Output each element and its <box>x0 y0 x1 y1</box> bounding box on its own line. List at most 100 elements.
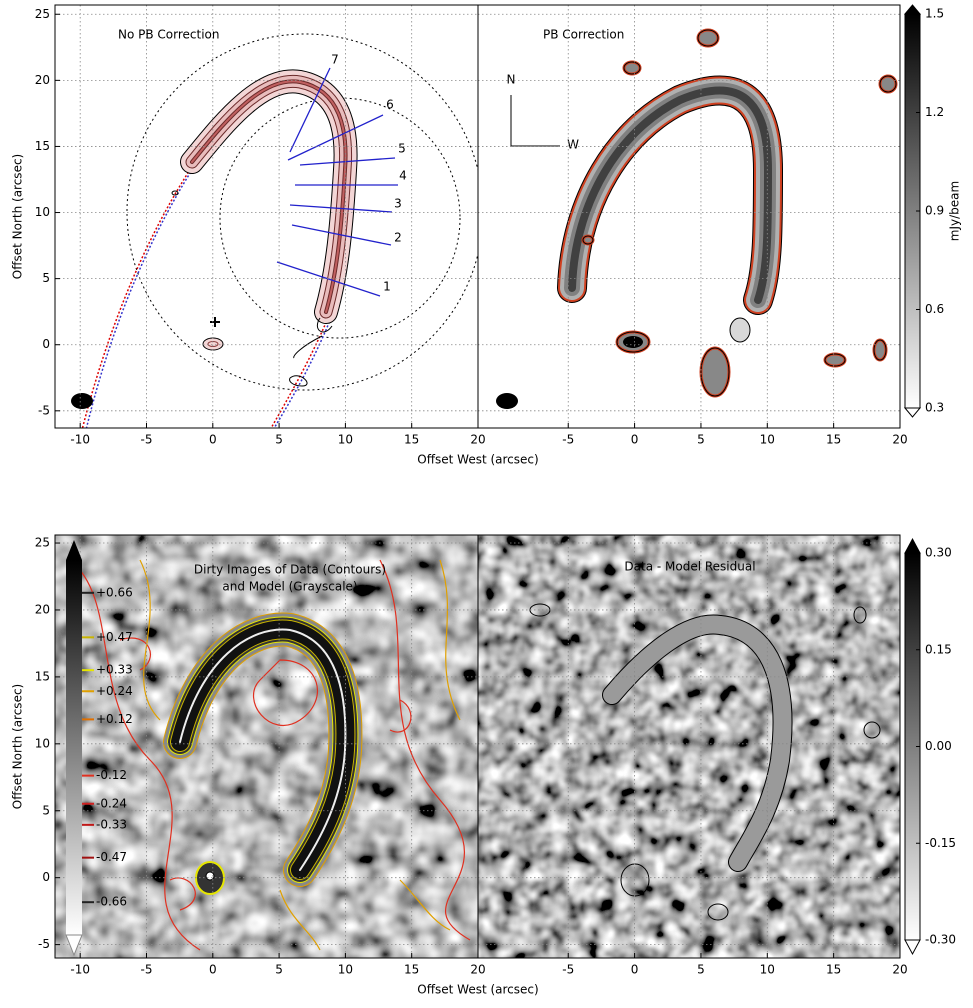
y-tick-label: 15 <box>35 669 50 683</box>
contour <box>623 336 643 348</box>
contour-level-label: +0.12 <box>96 712 133 726</box>
x-tick-label: 5 <box>275 963 283 977</box>
contour-level-label: -0.47 <box>96 850 127 864</box>
x-tick-label: 10 <box>338 433 353 447</box>
contour <box>289 317 333 387</box>
compass <box>510 95 560 147</box>
x-tick-label: 10 <box>760 963 775 977</box>
x-tick-label: 15 <box>404 963 419 977</box>
contour <box>863 721 881 739</box>
slit-label: 2 <box>394 231 402 245</box>
x-tick-label: 15 <box>404 433 419 447</box>
y-tick-label: 10 <box>35 736 50 750</box>
slit <box>287 114 384 161</box>
contour <box>568 86 773 304</box>
slit-label: 5 <box>398 142 406 156</box>
beam <box>496 393 518 409</box>
colorbar-extend <box>903 407 922 418</box>
colorbar-tick-label: 0.9 <box>925 204 944 218</box>
y-tick-label: 25 <box>35 536 50 550</box>
y-tick-label: 5 <box>42 803 50 817</box>
x-tick-label: 20 <box>892 963 907 977</box>
colorbar-tick-label: -0.15 <box>925 836 956 850</box>
y-tick-label: -5 <box>38 937 50 951</box>
colorbar-extend <box>66 540 82 560</box>
x-tick-label: -5 <box>141 433 153 447</box>
panel-title: PB Correction <box>543 28 624 42</box>
colorbar-extend <box>903 4 922 15</box>
contour <box>191 80 347 313</box>
y-tick-label: 20 <box>35 602 50 616</box>
colorbar-tick-label: 1.2 <box>925 105 944 119</box>
x-tick-label: -5 <box>562 963 574 977</box>
colorbar-tick-label: 0.6 <box>925 302 944 316</box>
compass-label: W <box>567 138 579 152</box>
x-tick-label: 20 <box>892 433 907 447</box>
panel-content <box>55 535 478 958</box>
x-tick-label: -10 <box>70 963 90 977</box>
colorbar-extend <box>904 537 921 554</box>
contour-level-label: -0.24 <box>96 796 127 810</box>
contour <box>697 29 719 47</box>
contour-level-label: +0.24 <box>96 684 133 698</box>
slit-label: 1 <box>383 280 391 294</box>
colorbar-tick-label: 0.00 <box>925 739 952 753</box>
x-axis-label: Offset West (arcsec) <box>417 453 538 467</box>
contour <box>603 615 792 871</box>
source-marker <box>210 317 220 327</box>
contour <box>69 559 471 951</box>
panel-frame <box>477 4 901 429</box>
residual-image <box>478 535 900 958</box>
x-tick-label: 10 <box>760 433 775 447</box>
y-tick-label: 25 <box>35 7 50 21</box>
x-tick-label: 15 <box>826 963 841 977</box>
caustic-curve <box>273 317 332 428</box>
contour <box>179 628 347 871</box>
colorbar-tick-label: 0.15 <box>925 642 952 656</box>
slit <box>291 224 392 246</box>
y-tick-label: 0 <box>42 870 50 884</box>
contour <box>171 190 179 196</box>
slit <box>299 157 396 166</box>
x-tick-label: 5 <box>697 963 705 977</box>
contour <box>700 347 730 397</box>
contour <box>582 235 594 245</box>
panel-content <box>478 535 900 958</box>
x-tick-label: 0 <box>631 433 639 447</box>
panel-title: Dirty Images of Data (Contours) <box>194 563 386 577</box>
contour-level-label: +0.66 <box>96 585 133 599</box>
x-tick-label: 5 <box>275 433 283 447</box>
panel-content <box>496 28 898 409</box>
beam <box>71 393 93 409</box>
slit-label: 7 <box>331 53 339 67</box>
y-axis-label: Offset North (arcsec) <box>11 684 25 809</box>
y-tick-label: -5 <box>38 403 50 417</box>
contour <box>879 75 897 93</box>
compass-label: N <box>507 73 516 87</box>
contour <box>620 863 650 897</box>
colorbar-tick-label: 1.5 <box>925 7 944 21</box>
contour <box>729 317 751 343</box>
slit <box>289 204 393 213</box>
caustic-curve <box>85 161 198 428</box>
slit-label: 6 <box>386 98 394 112</box>
x-tick-label: 20 <box>470 433 485 447</box>
x-axis-label: Offset West (arcsec) <box>417 983 538 997</box>
panel-background <box>55 5 478 428</box>
x-tick-label: 0 <box>209 433 217 447</box>
slit <box>289 67 331 153</box>
colorbar-label: mJy/beam <box>948 181 962 241</box>
y-tick-label: 5 <box>42 271 50 285</box>
contour-level-label: +0.47 <box>96 630 133 644</box>
x-tick-label: -5 <box>141 963 153 977</box>
y-tick-label: 10 <box>35 205 50 219</box>
y-axis-label: Offset North (arcsec) <box>11 154 25 279</box>
x-tick-label: 20 <box>470 963 485 977</box>
contour <box>707 903 729 921</box>
slit-label: 3 <box>394 197 402 211</box>
y-tick-label: 15 <box>35 139 50 153</box>
contour <box>623 61 641 75</box>
slit-label: 4 <box>399 169 407 183</box>
x-tick-label: 10 <box>338 963 353 977</box>
contour-colorbar <box>66 560 82 935</box>
